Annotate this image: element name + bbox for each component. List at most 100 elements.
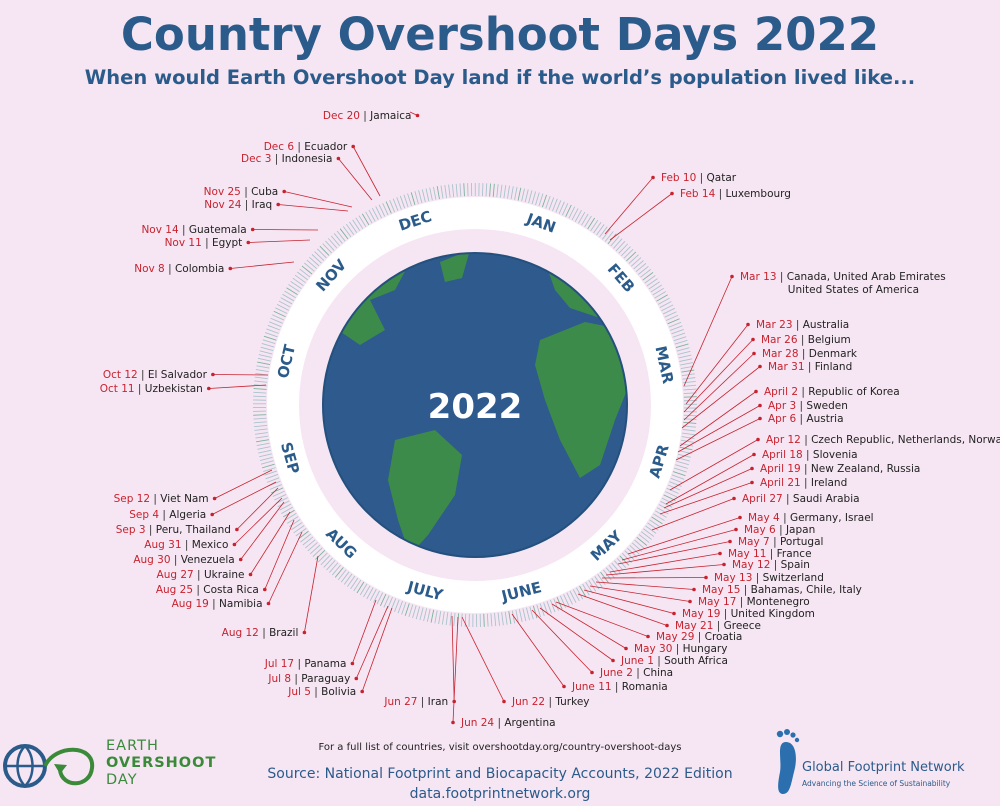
day-tick — [543, 602, 549, 615]
separator: | — [672, 643, 682, 655]
svg-text:June 2 | China: June 2 | China — [599, 667, 673, 679]
svg-text:Jun 27 | Iran: Jun 27 | Iran — [383, 696, 448, 708]
day-tick — [518, 609, 523, 623]
day-tick — [673, 336, 687, 342]
day-tick — [489, 183, 491, 197]
day-tick — [292, 277, 304, 286]
leader-dot — [732, 496, 736, 501]
leader-dot — [688, 599, 692, 604]
country-name: Slovenia — [813, 449, 858, 461]
separator: | — [776, 524, 786, 536]
overshoot-date: June 1 — [620, 655, 654, 667]
leader-line — [675, 418, 761, 461]
globe: 2022 — [322, 252, 628, 558]
leader-line — [609, 553, 721, 573]
leader-line — [268, 531, 303, 604]
leader-dot — [562, 684, 566, 689]
leader-line — [230, 261, 295, 269]
day-tick — [671, 474, 685, 480]
separator: | — [417, 696, 427, 708]
day-tick — [259, 456, 273, 461]
overshoot-date: Feb 10 — [661, 172, 696, 184]
day-tick — [587, 217, 596, 230]
overshoot-date: April 21 — [760, 477, 801, 489]
leader-line — [663, 468, 753, 509]
country-name: Indonesia — [282, 153, 333, 165]
day-tick — [624, 550, 635, 561]
day-tick — [683, 421, 697, 424]
country-name: Algeria — [169, 509, 206, 521]
country-entry: Nov 11 | Egypt — [165, 237, 243, 249]
page-title: Country Overshoot Days 2022 — [120, 8, 880, 61]
day-tick — [490, 613, 493, 627]
day-tick — [334, 567, 344, 578]
day-tick — [661, 497, 674, 505]
day-tick — [269, 321, 282, 328]
svg-text:Feb 10 | Qatar: Feb 10 | Qatar — [661, 172, 737, 184]
day-tick — [628, 254, 639, 264]
separator: | — [209, 598, 219, 610]
overshoot-date: Apr 6 — [768, 413, 797, 425]
country-entry: April 19 | New Zealand, Russia — [760, 463, 920, 475]
leader-dot — [238, 557, 243, 562]
day-tick — [359, 583, 368, 596]
day-tick — [275, 307, 288, 314]
day-tick — [675, 464, 688, 469]
day-tick — [486, 613, 489, 627]
country-entry: June 1 | South Africa — [620, 655, 728, 667]
leader-dot — [211, 372, 215, 377]
day-tick — [522, 608, 527, 622]
day-tick — [677, 350, 691, 355]
day-tick — [389, 199, 396, 213]
country-entry: June 11 | Romania — [571, 681, 668, 693]
overshoot-date: May 21 — [675, 620, 713, 632]
leader-line — [555, 601, 649, 637]
overshoot-date: May 30 — [634, 643, 672, 655]
separator: | — [146, 524, 156, 536]
leader-line — [589, 585, 691, 602]
separator: | — [783, 493, 793, 505]
day-tick — [327, 238, 338, 249]
country-name: France — [777, 548, 812, 560]
day-tick — [670, 477, 684, 484]
separator: | — [494, 717, 504, 729]
day-tick — [403, 194, 409, 208]
country-entry: May 17 | Montenegro — [698, 596, 810, 608]
day-tick — [438, 611, 442, 625]
day-tick — [619, 555, 630, 566]
country-name: Croatia — [705, 631, 743, 643]
country-name: Hungary — [683, 643, 728, 655]
source-text: Source: National Footprint and Biocapaci… — [267, 766, 733, 782]
country-name: Canada, United Arab Emirates — [787, 271, 946, 283]
day-tick — [378, 204, 386, 217]
leader-dot — [672, 611, 676, 616]
overshoot-date: Mar 26 — [761, 334, 798, 346]
svg-text:Jun 22 | Turkey: Jun 22 | Turkey — [511, 696, 590, 708]
leader-dot — [415, 113, 420, 118]
country-name: Cuba — [251, 186, 278, 198]
country-entry: April 21 | Ireland — [760, 477, 847, 489]
separator: | — [654, 655, 664, 667]
overshoot-date: Aug 12 — [222, 627, 259, 639]
country-name: Ukraine — [204, 569, 245, 581]
day-tick — [682, 380, 696, 384]
leader-dot — [751, 337, 755, 342]
country-entry: Jun 27 | Iran — [383, 696, 448, 708]
day-tick — [638, 534, 650, 543]
country-name: Jamaica — [369, 110, 411, 122]
day-tick — [339, 228, 349, 240]
day-tick — [419, 607, 424, 621]
day-tick — [331, 564, 341, 576]
day-tick — [524, 189, 529, 203]
day-tick — [309, 256, 320, 267]
leader-line — [577, 593, 668, 626]
day-tick — [306, 259, 317, 269]
country-name: Denmark — [809, 348, 858, 360]
day-tick — [562, 203, 569, 216]
day-tick — [613, 238, 623, 249]
day-tick — [517, 187, 522, 201]
day-tick — [396, 197, 402, 210]
country-name: Sweden — [806, 400, 848, 412]
country-name: Luxembourg — [726, 188, 791, 200]
country-name: Australia — [803, 319, 849, 331]
